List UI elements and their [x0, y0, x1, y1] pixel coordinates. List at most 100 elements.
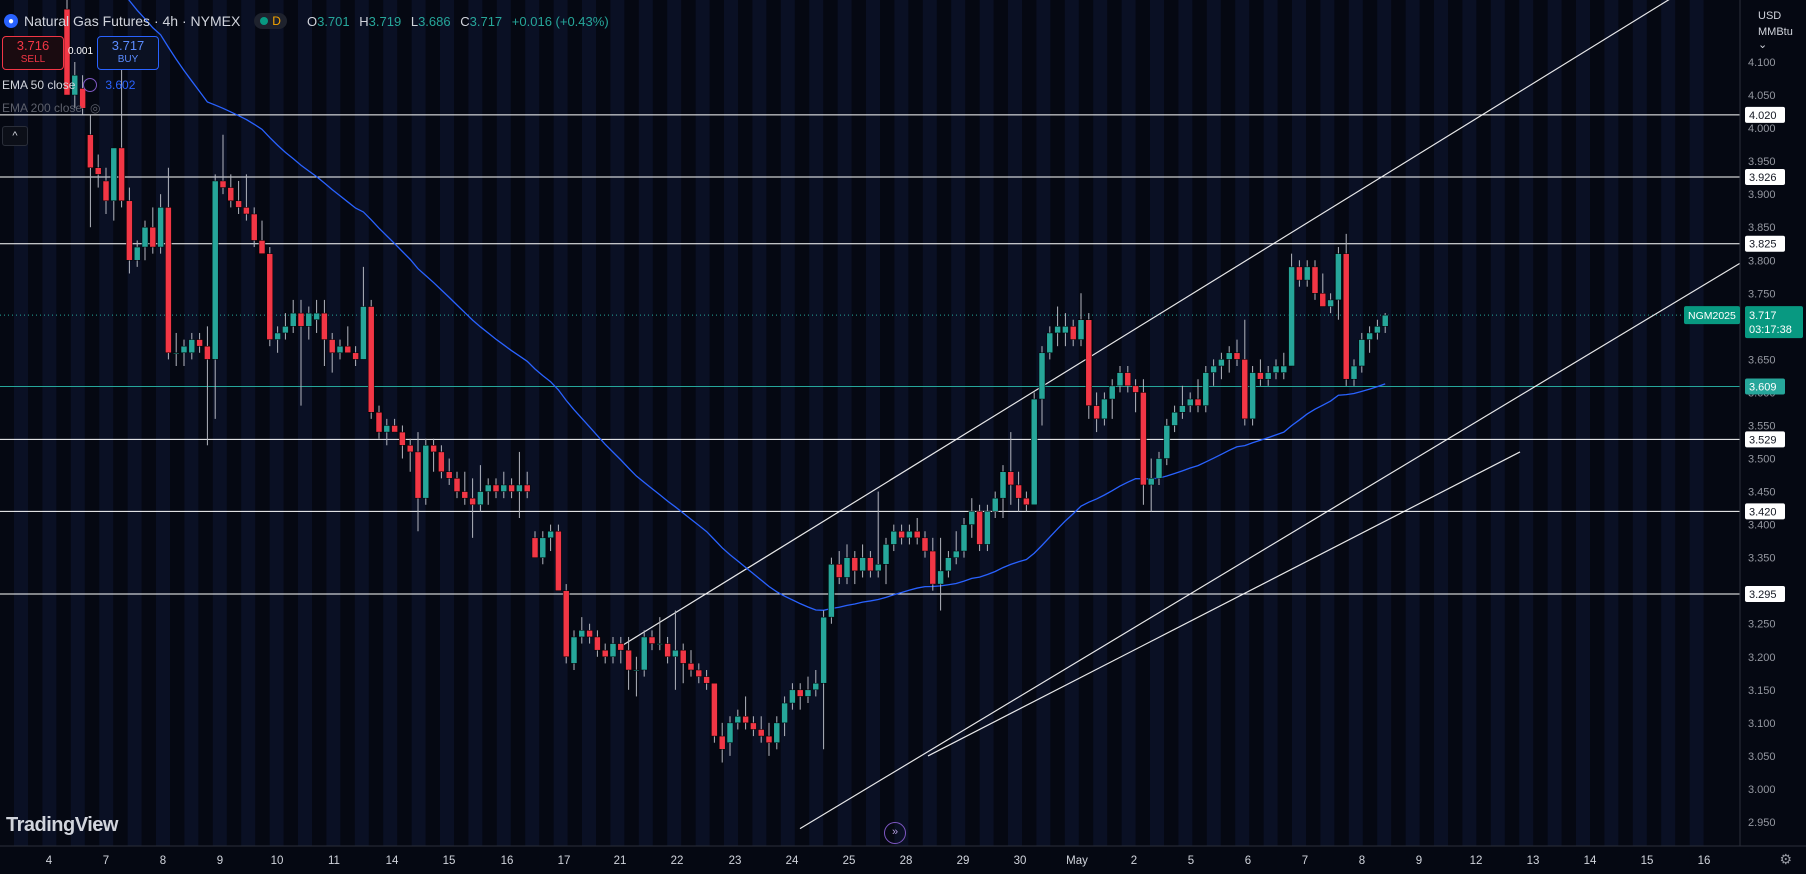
- collapse-legend-button[interactable]: ^: [2, 126, 28, 146]
- candle-body: [211, 180, 219, 360]
- unit-label: MMBtu: [1758, 26, 1793, 38]
- indicator-legend-ema200[interactable]: EMA 200 close ◎: [2, 101, 101, 115]
- tradingview-wordmark: TradingView: [6, 814, 118, 836]
- candle: [94, 154, 102, 188]
- candle: [547, 524, 554, 552]
- time-tick-label: 9: [1416, 855, 1422, 867]
- session-band: [1547, 0, 1562, 846]
- candle-body: [266, 253, 274, 340]
- candle-body: [711, 682, 718, 737]
- candle-body: [1233, 352, 1241, 360]
- candle-body: [1069, 326, 1077, 340]
- candle: [297, 299, 305, 406]
- candle-body: [165, 207, 172, 354]
- session-band: [1661, 0, 1676, 846]
- candle-body: [297, 312, 305, 327]
- candle: [718, 722, 726, 763]
- trade-buttons: 3.716 SELL 0.001 3.717 BUY: [2, 36, 160, 70]
- hidden-eye-icon[interactable]: ◎: [90, 101, 101, 115]
- symbol-tag-box: [1684, 306, 1740, 325]
- candle-body: [414, 451, 422, 499]
- candle: [531, 531, 539, 558]
- scroll-to-realtime-button[interactable]: »: [884, 822, 906, 844]
- candle: [414, 432, 422, 532]
- candle: [1163, 418, 1171, 466]
- time-tick-label: 15: [1641, 855, 1654, 867]
- session-band: [1235, 0, 1250, 846]
- candle-body: [750, 722, 757, 730]
- candle-body: [1327, 299, 1334, 307]
- candle: [695, 663, 703, 684]
- buy-button[interactable]: 3.717 BUY: [97, 36, 160, 70]
- candle-body: [601, 649, 609, 658]
- candle: [1046, 326, 1054, 360]
- chart-header: ● Natural Gas Futures · 4h · NYMEX D O3.…: [0, 8, 615, 34]
- indicator-legend-ema50[interactable]: EMA 50 close 3.602: [2, 78, 135, 92]
- candle: [118, 62, 125, 208]
- candle: [1225, 346, 1233, 373]
- session-band: [638, 0, 653, 846]
- candle: [157, 194, 164, 254]
- candle-body: [859, 557, 866, 572]
- candle-body: [1093, 405, 1100, 420]
- session-band: [1178, 0, 1193, 846]
- symbol-title[interactable]: Natural Gas Futures · 4h · NYMEX: [24, 13, 241, 29]
- candle-body: [516, 484, 523, 492]
- candle-body: [445, 471, 453, 479]
- time-tick-label: 24: [786, 855, 799, 867]
- candle: [1038, 346, 1046, 426]
- candle: [562, 584, 570, 664]
- candle: [1342, 233, 1350, 386]
- candle-body: [523, 484, 531, 492]
- candle: [874, 491, 882, 578]
- candle-body: [1288, 266, 1295, 367]
- market-status-badge[interactable]: D: [254, 13, 287, 29]
- candle-body: [1257, 372, 1264, 380]
- candle: [1381, 313, 1389, 333]
- time-tick-label: 25: [843, 855, 856, 867]
- candle: [516, 451, 523, 518]
- candle-body: [1342, 253, 1350, 380]
- session-band: [1576, 0, 1590, 846]
- session-band: [1093, 0, 1108, 846]
- settings-gear-icon[interactable]: ⚙: [1779, 851, 1792, 867]
- trendline: [799, 259, 1746, 830]
- unit-selector[interactable]: MMBtu ⌄: [1754, 24, 1806, 53]
- candle: [305, 306, 313, 340]
- candle: [461, 471, 469, 505]
- tradingview-logo[interactable]: TradingView: [6, 814, 118, 837]
- candle-body: [531, 537, 539, 558]
- horizontal-levels: [0, 114, 1740, 595]
- ohlc-low-key: L: [410, 13, 419, 29]
- candle: [835, 551, 843, 585]
- candle-body: [1241, 359, 1249, 420]
- candle: [601, 643, 609, 664]
- currency-selector[interactable]: USD: [1758, 10, 1782, 22]
- candle-body: [547, 530, 554, 539]
- candle: [679, 643, 687, 684]
- candle: [586, 623, 593, 644]
- sell-button[interactable]: 3.716 SELL: [2, 36, 64, 70]
- ohlc-open-key: O: [306, 13, 318, 29]
- candle-body: [1194, 398, 1202, 406]
- candle-body: [375, 412, 383, 433]
- time-tick-label: 4: [46, 855, 53, 867]
- candle-body: [383, 425, 391, 433]
- session-band: [1036, 0, 1051, 846]
- time-axis[interactable]: 4 7 8 9 10 11 14 15 16 17 21 22 23 24 25 28 29 30 May 2 5 6 7 8…: [0, 845, 1806, 874]
- level-label-box: [1745, 503, 1785, 520]
- candle: [952, 531, 960, 565]
- candle-body: [976, 511, 983, 545]
- candle: [1194, 379, 1202, 413]
- candle-body: [929, 550, 937, 585]
- candle-body: [1218, 359, 1225, 367]
- time-tick-label: 21: [614, 855, 627, 867]
- price-axis[interactable]: 2.9503.0003.0503.1003.1503.2003.2503.300…: [1684, 0, 1806, 874]
- candle: [250, 207, 258, 248]
- level-label-box: [1745, 431, 1785, 448]
- candle: [266, 247, 274, 347]
- candle-body: [586, 630, 593, 638]
- candle: [734, 709, 742, 730]
- level-label-text: 3.825: [1749, 239, 1777, 251]
